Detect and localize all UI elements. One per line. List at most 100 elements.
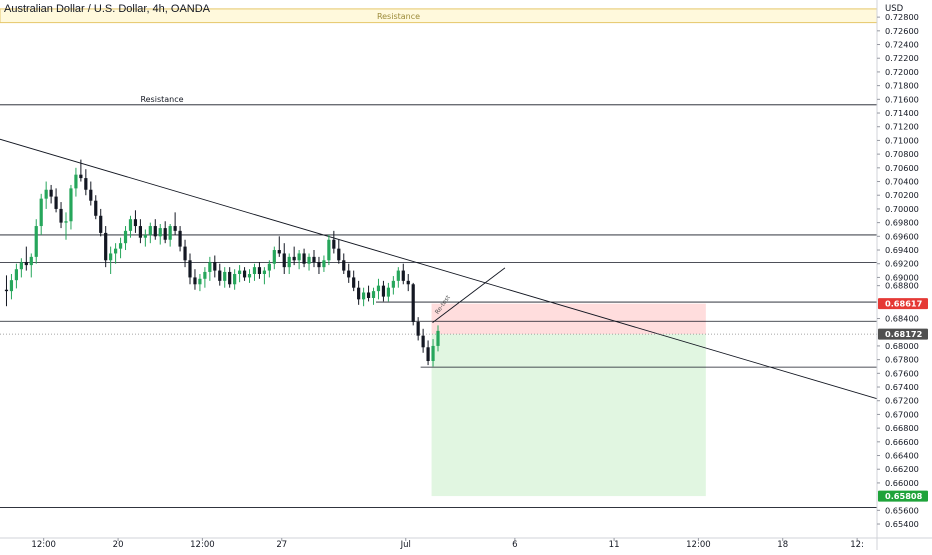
candle-body [391, 280, 395, 288]
candle-body [44, 189, 48, 199]
candle-body [49, 189, 53, 197]
candle-body [123, 230, 128, 244]
candle-body [19, 262, 23, 270]
candle-body [173, 226, 177, 231]
target-price-badge [878, 490, 928, 502]
price-tick-label: 0.72000 [885, 67, 919, 77]
candle-body [79, 174, 83, 179]
candle-body [386, 287, 390, 297]
price-tick-label: 0.66600 [885, 437, 919, 447]
candle-body [203, 271, 207, 279]
candle-body [69, 188, 73, 222]
candle-body [153, 226, 157, 237]
candle-body [54, 196, 58, 209]
candle-body [128, 219, 133, 231]
candle-body [64, 221, 68, 223]
time-tick-label: 12:00 [190, 540, 215, 550]
candle-body [267, 263, 271, 271]
candle-body [297, 253, 301, 261]
candle-body [396, 270, 400, 281]
candle-body [327, 239, 331, 261]
candle-body [183, 246, 187, 261]
candle-body [352, 277, 356, 288]
price-tick-label: 0.70000 [885, 204, 919, 214]
candle-body [262, 270, 266, 274]
candle-body [89, 189, 93, 201]
candle-body [421, 335, 425, 348]
candle-body [342, 260, 346, 271]
current-price-badge-label: 0.68172 [885, 329, 922, 339]
candle-body [312, 256, 316, 263]
candle-body [282, 253, 286, 268]
candle-body [242, 270, 247, 278]
candle-body [39, 198, 43, 227]
price-tick-label: 0.67200 [885, 396, 919, 406]
price-tick-label: 0.72400 [885, 40, 919, 50]
candle-body [109, 253, 113, 261]
candle-body [14, 269, 18, 281]
candle-body [317, 262, 321, 268]
candle-body [168, 226, 172, 240]
price-tick-label: 0.66400 [885, 451, 919, 461]
price-tick-label: 0.66800 [885, 423, 919, 433]
price-tick-label: 0.72800 [885, 12, 919, 22]
price-tick-label: 0.72200 [885, 53, 919, 63]
price-tick-label: 0.71800 [885, 81, 919, 91]
candle-body [29, 256, 33, 266]
candle-body [218, 270, 222, 281]
price-tick-label: 0.68000 [885, 341, 919, 351]
candle-body [371, 291, 376, 298]
price-tick-label: 0.69600 [885, 231, 919, 241]
candle-body [416, 321, 420, 336]
candle-body [322, 260, 326, 268]
time-tick-label: 12:00 [686, 540, 711, 550]
candle-body [436, 330, 440, 346]
price-tick-label: 0.69400 [885, 245, 919, 255]
trend-line [0, 138, 877, 400]
price-tick-label: 0.68800 [885, 281, 919, 291]
candle-body [376, 285, 381, 292]
candle-body [332, 239, 336, 249]
resistance-line-label: Resistance [140, 95, 183, 104]
candle-body [178, 230, 182, 247]
candle-body [257, 267, 262, 274]
candle-body [292, 256, 296, 261]
candle-body [307, 256, 311, 264]
price-tick-label: 0.67000 [885, 409, 919, 419]
price-tick-label: 0.71400 [885, 108, 919, 118]
price-tick-label: 0.72600 [885, 26, 919, 36]
candle-body [193, 277, 197, 285]
candle-body [357, 287, 361, 300]
candle-body [148, 226, 152, 235]
price-tick-label: 0.70600 [885, 163, 919, 173]
candle-body [431, 345, 435, 361]
candle-body [4, 289, 9, 292]
price-tick-label: 0.70200 [885, 190, 919, 200]
price-tick-label: 0.67400 [885, 382, 919, 392]
candle-body [208, 262, 212, 272]
candle-body [381, 285, 386, 297]
candle-body [114, 248, 118, 254]
candle-body [406, 280, 410, 285]
price-tick-label: 0.70800 [885, 149, 919, 159]
stop-price-badge-label: 0.68617 [885, 299, 923, 309]
price-tick-label: 0.66000 [885, 478, 919, 488]
price-tick-label: 0.69800 [885, 218, 919, 228]
candle-body [158, 228, 162, 237]
candle-body [84, 178, 88, 190]
candle-body [59, 208, 63, 223]
candle-body [272, 250, 276, 264]
price-tick-label: 0.69000 [885, 272, 919, 282]
candle-body [213, 262, 217, 271]
stop-price-badge [878, 298, 928, 310]
candle-body [99, 215, 103, 233]
candle-body [302, 253, 306, 264]
current-price-badge [878, 328, 928, 340]
price-tick-label: 0.66200 [885, 464, 919, 474]
candle-body [104, 232, 108, 261]
candle-body [118, 243, 123, 249]
candle-body [362, 292, 366, 300]
candle-body [337, 248, 341, 261]
